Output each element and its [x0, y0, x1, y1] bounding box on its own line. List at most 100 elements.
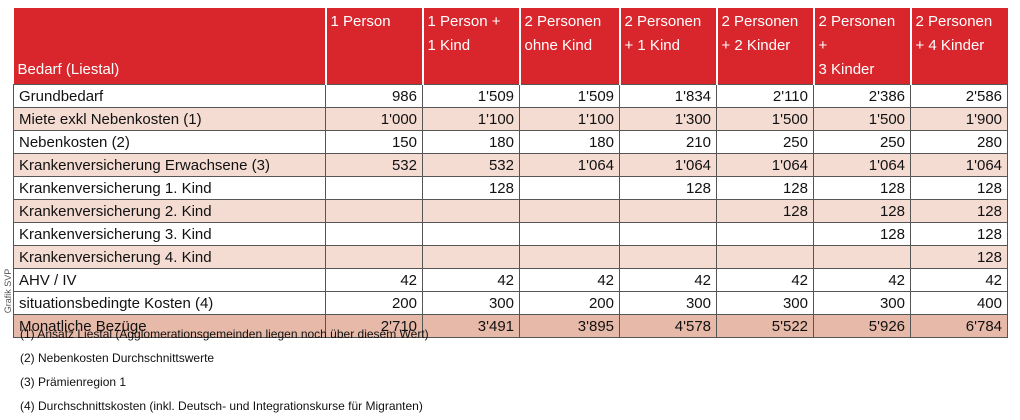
table-cell: 128: [422, 176, 520, 200]
total-cell: 6'784: [910, 314, 1008, 338]
table-cell: [519, 176, 620, 200]
footnote: (4) Durchschnittskosten (inkl. Deutsch- …: [20, 399, 423, 413]
row-label: Krankenversicherung 1. Kind: [13, 176, 326, 200]
table-cell: 250: [716, 130, 814, 154]
table-row: Krankenversicherung 3. Kind 128 128: [13, 222, 1008, 246]
table-cell: 128: [716, 199, 814, 223]
table-cell: 210: [619, 130, 717, 154]
table-cell: 128: [910, 222, 1008, 246]
table-cell: [325, 176, 423, 200]
table-cell: 300: [422, 291, 520, 315]
table-cell: 300: [813, 291, 911, 315]
header-label: Bedarf (Liestal): [13, 8, 326, 85]
row-label: Krankenversicherung 2. Kind: [13, 199, 326, 223]
table-cell: [519, 199, 620, 223]
table-cell: 42: [619, 268, 717, 292]
table-cell: 532: [422, 153, 520, 177]
footnotes: (1) Ansatz Liestal (Agglomerationsgemein…: [20, 322, 429, 418]
table-cell: 300: [716, 291, 814, 315]
table-cell: 1'000: [325, 107, 423, 131]
table-cell: [716, 245, 814, 269]
table-cell: 1'064: [619, 153, 717, 177]
table-cell: 200: [325, 291, 423, 315]
total-label: Monatliche Bezüge: [13, 314, 326, 338]
table-cell: [422, 199, 520, 223]
row-label: Krankenversicherung 3. Kind: [13, 222, 326, 246]
table-cell: 986: [325, 84, 423, 108]
table-row: Grundbedarf 986 1'509 1'509 1'834 2'110 …: [13, 84, 1008, 108]
table-cell: 200: [519, 291, 620, 315]
total-cell: 5'926: [813, 314, 911, 338]
table-cell: 1'500: [813, 107, 911, 131]
table-cell: [519, 222, 620, 246]
table-row: Krankenversicherung 2. Kind 128 128 128: [13, 199, 1008, 223]
table-cell: 128: [813, 222, 911, 246]
table-cell: [325, 222, 423, 246]
table-cell: 1'064: [716, 153, 814, 177]
table-cell: 1'064: [519, 153, 620, 177]
table-cell: 42: [910, 268, 1008, 292]
table-cell: [325, 199, 423, 223]
total-cell: 3'895: [519, 314, 620, 338]
footnote: (1) Ansatz Liestal (Agglomerationsgemein…: [20, 327, 429, 341]
table-cell: 300: [619, 291, 717, 315]
total-cell: 5'522: [716, 314, 814, 338]
footnote: (2) Nebenkosten Durchschnittswerte: [20, 351, 215, 365]
table-cell: [716, 222, 814, 246]
column-header: 1 Person: [324, 8, 423, 85]
table-cell: 400: [910, 291, 1008, 315]
table-cell: 128: [619, 176, 717, 200]
table-cell: 1'100: [519, 107, 620, 131]
table-row: Krankenversicherung 4. Kind 128: [13, 245, 1008, 269]
graphic-credit: Grafik SVP: [3, 268, 13, 314]
column-header: 2 Personen + 4 Kinder: [909, 8, 1008, 85]
table-cell: 150: [325, 130, 423, 154]
table-cell: [619, 222, 717, 246]
table-cell: 128: [910, 245, 1008, 269]
table-cell: [325, 245, 423, 269]
table-cell: 128: [716, 176, 814, 200]
table-cell: [519, 245, 620, 269]
row-label: Nebenkosten (2): [13, 130, 326, 154]
table-cell: 128: [910, 176, 1008, 200]
column-header: 2 Personen +3 Kinder: [812, 8, 911, 85]
table-row: Nebenkosten (2) 150 180 180 210 250 250 …: [13, 130, 1008, 154]
table-cell: [619, 199, 717, 223]
table-cell: 1'064: [813, 153, 911, 177]
row-label: Krankenversicherung 4. Kind: [13, 245, 326, 269]
column-header: 2 Personen + 2 Kinder: [715, 8, 814, 85]
total-cell: 4'578: [619, 314, 717, 338]
table-cell: 128: [813, 199, 911, 223]
footnote: (3) Prämienregion 1: [20, 375, 127, 389]
table-header-row: Bedarf (Liestal) 1 Person 1 Person +1 Ki…: [13, 8, 1008, 85]
table-cell: 1'500: [716, 107, 814, 131]
table-cell: 1'509: [519, 84, 620, 108]
table-cell: 2'386: [813, 84, 911, 108]
table-cell: 1'509: [422, 84, 520, 108]
table-cell: 42: [813, 268, 911, 292]
table-row: situationsbedingte Kosten (4) 200 300 20…: [13, 291, 1008, 315]
table-cell: [422, 245, 520, 269]
column-header: 2 Personen + 1 Kind: [618, 8, 717, 85]
table-cell: 1'100: [422, 107, 520, 131]
table-row: Krankenversicherung Erwachsene (3) 532 5…: [13, 153, 1008, 177]
table-cell: 1'064: [910, 153, 1008, 177]
table-cell: 42: [325, 268, 423, 292]
table-cell: 42: [519, 268, 620, 292]
table-cell: 2'586: [910, 84, 1008, 108]
table-cell: [813, 245, 911, 269]
table-cell: 1'900: [910, 107, 1008, 131]
table-cell: 180: [519, 130, 620, 154]
column-header: 1 Person +1 Kind: [421, 8, 520, 85]
column-header: 2 Personen ohne Kind: [518, 8, 620, 85]
table-row: AHV / IV 42 42 42 42 42 42 42: [13, 268, 1008, 292]
total-row: Monatliche Bezüge 2'710 3'491 3'895 4'57…: [13, 314, 1008, 338]
table-cell: 1'834: [619, 84, 717, 108]
table-cell: 280: [910, 130, 1008, 154]
table-cell: [422, 222, 520, 246]
row-label: Miete exkl Nebenkosten (1): [13, 107, 326, 131]
table-cell: 128: [910, 199, 1008, 223]
table-cell: 128: [813, 176, 911, 200]
table-cell: 42: [716, 268, 814, 292]
table-cell: 532: [325, 153, 423, 177]
